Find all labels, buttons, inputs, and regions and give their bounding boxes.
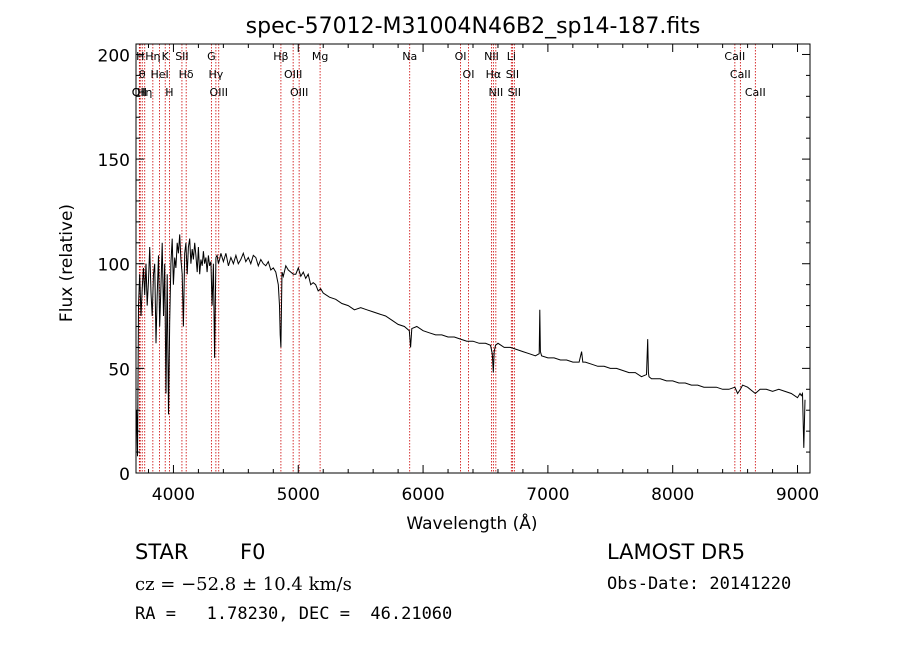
- observation-date: Obs-Date: 20141220: [607, 574, 792, 594]
- line-marker-label: G: [207, 50, 216, 63]
- spectrum-series-line: [136, 234, 806, 457]
- redshift-cz: cz = −52.8 ± 10.4 km/s: [135, 574, 352, 595]
- line-marker-label: SII: [506, 68, 519, 81]
- y-tick-label: 100: [98, 256, 130, 276]
- y-tick-label: 50: [108, 360, 130, 380]
- line-marker-label: H: [136, 50, 144, 63]
- object-class: STAR: [135, 540, 189, 564]
- x-tick-label: 9000: [776, 485, 819, 505]
- line-marker-label: SII: [508, 86, 521, 99]
- coordinates: RA = 1.78230, DEC = 46.21060: [135, 604, 453, 624]
- line-marker-label: Li: [507, 50, 516, 63]
- x-axis-ticks: 4000 5000 6000 7000 8000 9000: [147, 44, 819, 505]
- x-tick-label: 8000: [651, 485, 694, 505]
- survey-name: LAMOST DR5: [607, 540, 746, 564]
- line-marker-label: Hη: [145, 50, 160, 63]
- line-marker-label: H: [165, 86, 173, 99]
- line-marker-label: NII: [488, 86, 503, 99]
- line-marker-label: OIII: [210, 86, 228, 99]
- line-marker-label: OI: [463, 68, 475, 81]
- line-marker-label: Hδ: [179, 68, 194, 81]
- line-marker-label: Mg: [312, 50, 328, 63]
- line-marker-label: θ: [139, 68, 146, 81]
- line-marker-label: Hγ: [208, 68, 223, 81]
- line-marker-label: Hα: [486, 68, 502, 81]
- line-marker-label: Na: [402, 50, 417, 63]
- line-marker-label: K: [162, 50, 170, 63]
- line-marker-label: NII: [484, 50, 499, 63]
- line-marker-label: OI: [455, 50, 467, 63]
- y-tick-label: 0: [119, 465, 130, 485]
- line-marker-label: OIII: [284, 68, 302, 81]
- line-marker-label: CaII: [745, 86, 766, 99]
- y-tick-label: 200: [98, 46, 130, 66]
- line-marker-label: OIII: [290, 86, 308, 99]
- line-marker-label: Hβ: [273, 50, 288, 63]
- emission-line-labels: HθOIIOIIHηHηHeIKHSIIHδGHγOIIIHβOIIIOIIIM…: [132, 50, 766, 99]
- x-tick-label: 6000: [401, 485, 444, 505]
- x-tick-label: 7000: [526, 485, 569, 505]
- x-axis-label: Wavelength (Å): [406, 512, 537, 534]
- y-tick-label: 150: [98, 151, 130, 171]
- x-tick-label: 4000: [152, 485, 195, 505]
- object-subclass: F0: [240, 540, 266, 564]
- line-marker-label: CaII: [724, 50, 745, 63]
- line-marker-label: SII: [175, 50, 188, 63]
- line-marker-label: Hη: [137, 86, 152, 99]
- y-axis-label: Flux (relative): [57, 204, 77, 322]
- chart-title: spec-57012-M31004N46B2_sp14-187.fits: [246, 14, 701, 39]
- line-marker-label: HeI: [150, 68, 168, 81]
- y-axis-ticks: 0 50 100 150 200: [98, 46, 810, 485]
- line-marker-label: CaII: [730, 68, 751, 81]
- x-tick-label: 5000: [277, 485, 320, 505]
